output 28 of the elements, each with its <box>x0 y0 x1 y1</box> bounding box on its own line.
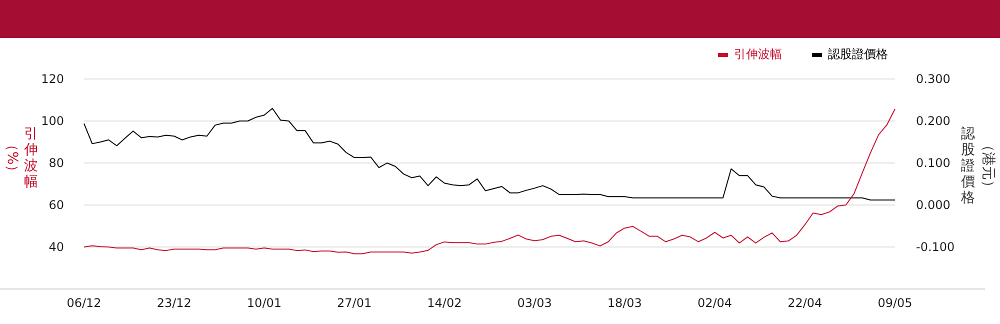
y2-tick-label: 0.100 <box>916 156 950 170</box>
x-tick-label: 06/12 <box>66 296 102 310</box>
y-axis-title: 引伸波幅 <box>24 126 38 190</box>
y2-tick-label: 0.200 <box>916 114 950 128</box>
y-tick-label: 100 <box>41 114 64 128</box>
y-axis-title-unit: （%） <box>4 137 20 179</box>
legend-label: 認股證價格 <box>828 47 888 61</box>
x-tick-label: 09/05 <box>878 296 912 310</box>
x-tick-label: 18/03 <box>607 296 642 310</box>
x-tick-label: 10/01 <box>246 296 282 310</box>
x-tick-label: 22/04 <box>788 296 822 310</box>
y-tick-label: 80 <box>48 156 64 170</box>
y-tick-label: 40 <box>48 240 64 254</box>
x-tick-label: 27/01 <box>337 296 372 310</box>
y2-tick-label: -0.100 <box>916 240 955 254</box>
x-tick-label: 23/12 <box>156 296 192 310</box>
x-tick-label: 03/03 <box>517 296 552 310</box>
y2-axis-title-unit: （港元） <box>980 138 996 194</box>
line-series <box>84 108 896 200</box>
x-tick-label: 02/04 <box>697 296 732 310</box>
y2-tick-label: 0.300 <box>916 72 950 86</box>
line-series <box>84 108 896 254</box>
y2-tick-label: 0.000 <box>916 198 950 212</box>
y-tick-label: 120 <box>41 72 64 86</box>
x-tick-label: 14/02 <box>427 296 462 310</box>
legend-label: 引伸波幅 <box>734 47 782 61</box>
y-tick-label: 60 <box>48 198 64 212</box>
y2-axis-title: 認股證價格 <box>961 126 975 206</box>
